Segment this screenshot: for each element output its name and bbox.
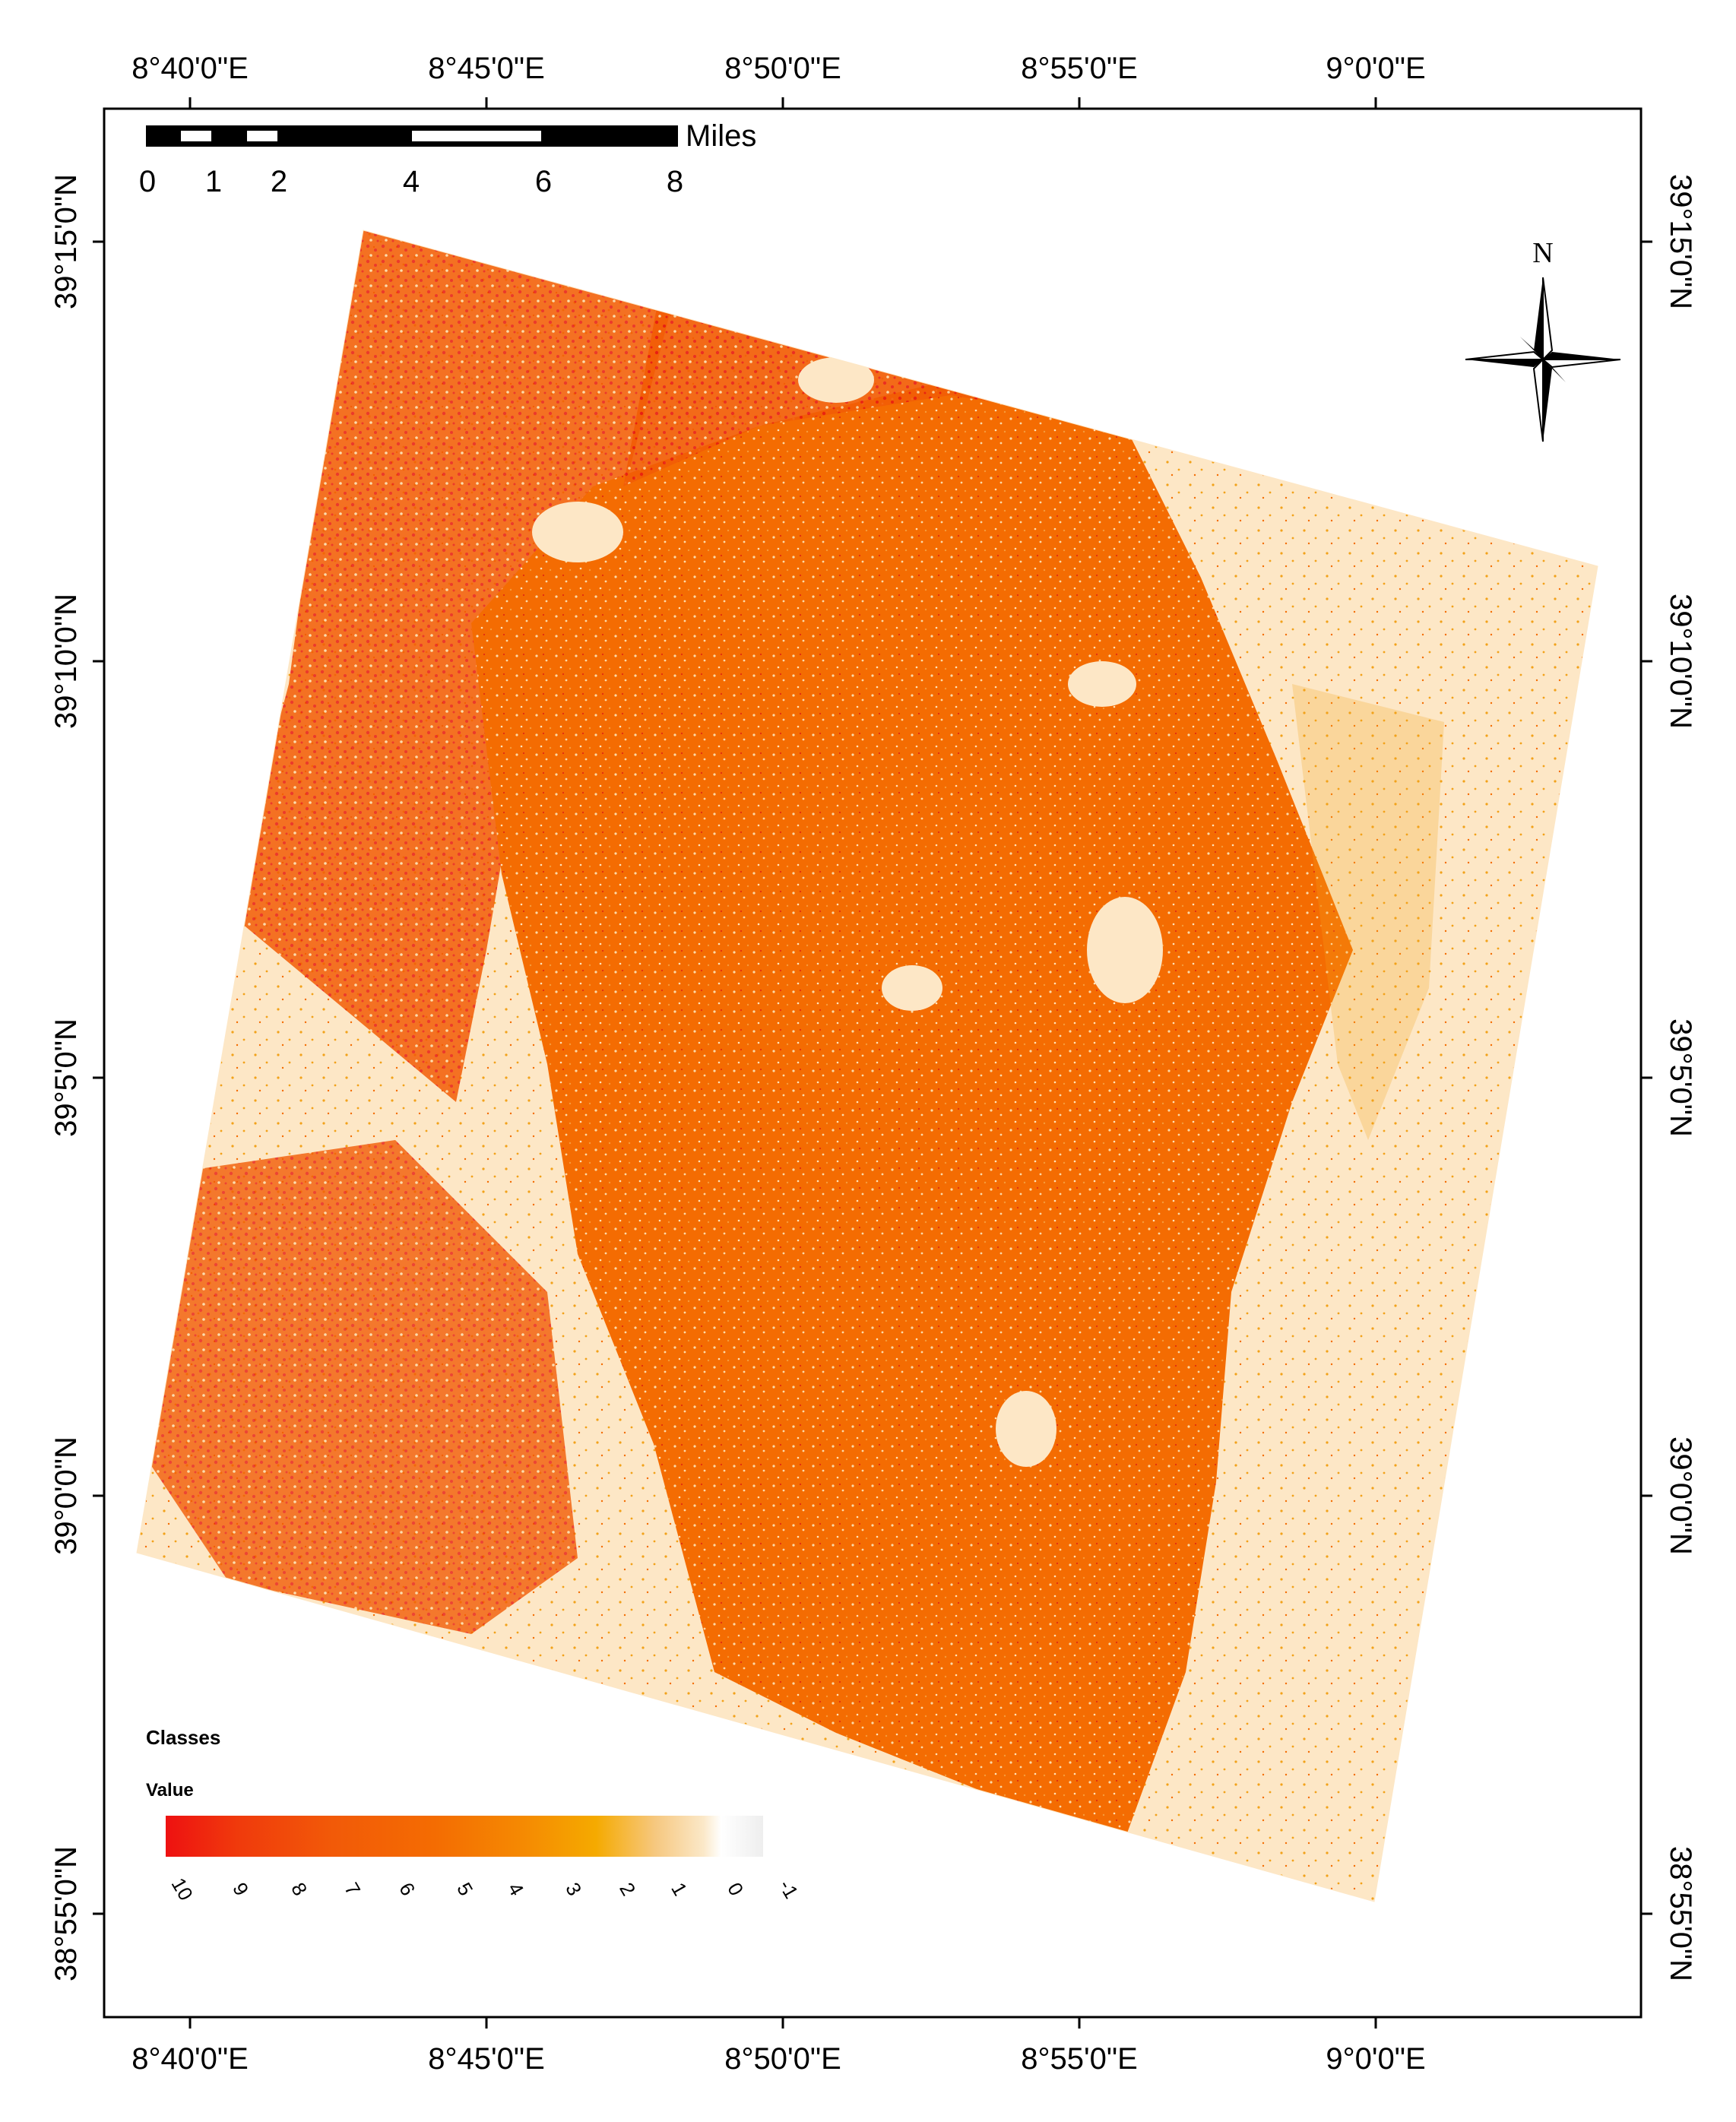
top-lon-label: 8°45'0"E <box>428 52 545 85</box>
right-lat-label: 39°0'0"N <box>1664 1436 1697 1555</box>
left-lat-label: 39°0'0"N <box>49 1436 83 1555</box>
left-lat-label: 39°15'0"N <box>49 174 83 309</box>
top-lon-label: 8°40'0"E <box>131 52 249 85</box>
right-latitude-labels: 39°15'0"N 39°10'0"N 39°5'0"N 39°0'0"N 38… <box>1664 174 1697 1981</box>
legend-subtitle: Value <box>146 1780 194 1801</box>
scale-label: 1 <box>205 165 222 198</box>
bottom-lon-label: 8°40'0"E <box>131 2042 249 2076</box>
scale-label: 8 <box>667 165 683 198</box>
right-lat-label: 38°55'0"N <box>1664 1846 1697 1981</box>
north-label: N <box>1532 237 1553 269</box>
top-lon-label: 8°55'0"E <box>1021 52 1138 85</box>
scale-label: 0 <box>139 165 156 198</box>
right-lat-label: 39°15'0"N <box>1664 174 1697 309</box>
left-lat-label: 39°10'0"N <box>49 594 83 729</box>
scale-bar: Miles 0 1 2 4 6 8 <box>139 119 756 198</box>
top-lon-label: 9°0'0"E <box>1326 52 1425 85</box>
scale-label: 6 <box>535 165 552 198</box>
bottom-longitude-labels: 8°40'0"E 8°45'0"E 8°50'0"E 8°55'0"E 9°0'… <box>131 2042 1425 2076</box>
top-longitude-labels: 8°40'0"E 8°45'0"E 8°50'0"E 8°55'0"E 9°0'… <box>131 52 1425 85</box>
graticule-ticks <box>93 97 1652 2029</box>
bottom-lon-label: 8°55'0"E <box>1021 2042 1138 2076</box>
top-lon-label: 8°50'0"E <box>724 52 841 85</box>
scale-unit-label: Miles <box>686 119 756 153</box>
bottom-lon-label: 8°45'0"E <box>428 2042 545 2076</box>
legend-title: Classes <box>146 1726 220 1749</box>
left-lat-label: 38°55'0"N <box>49 1846 83 1981</box>
right-lat-label: 39°10'0"N <box>1664 594 1697 729</box>
left-latitude-labels: 39°15'0"N 39°10'0"N 39°5'0"N 39°0'0"N 38… <box>49 174 83 1981</box>
north-arrow-icon: N <box>1465 237 1621 442</box>
left-lat-label: 39°5'0"N <box>49 1018 83 1137</box>
bottom-lon-label: 8°50'0"E <box>724 2042 841 2076</box>
right-lat-label: 39°5'0"N <box>1664 1018 1697 1137</box>
scale-label: 2 <box>271 165 287 198</box>
bottom-lon-label: 9°0'0"E <box>1326 2042 1425 2076</box>
legend-color-ramp <box>166 1816 763 1857</box>
scale-label: 4 <box>403 165 420 198</box>
